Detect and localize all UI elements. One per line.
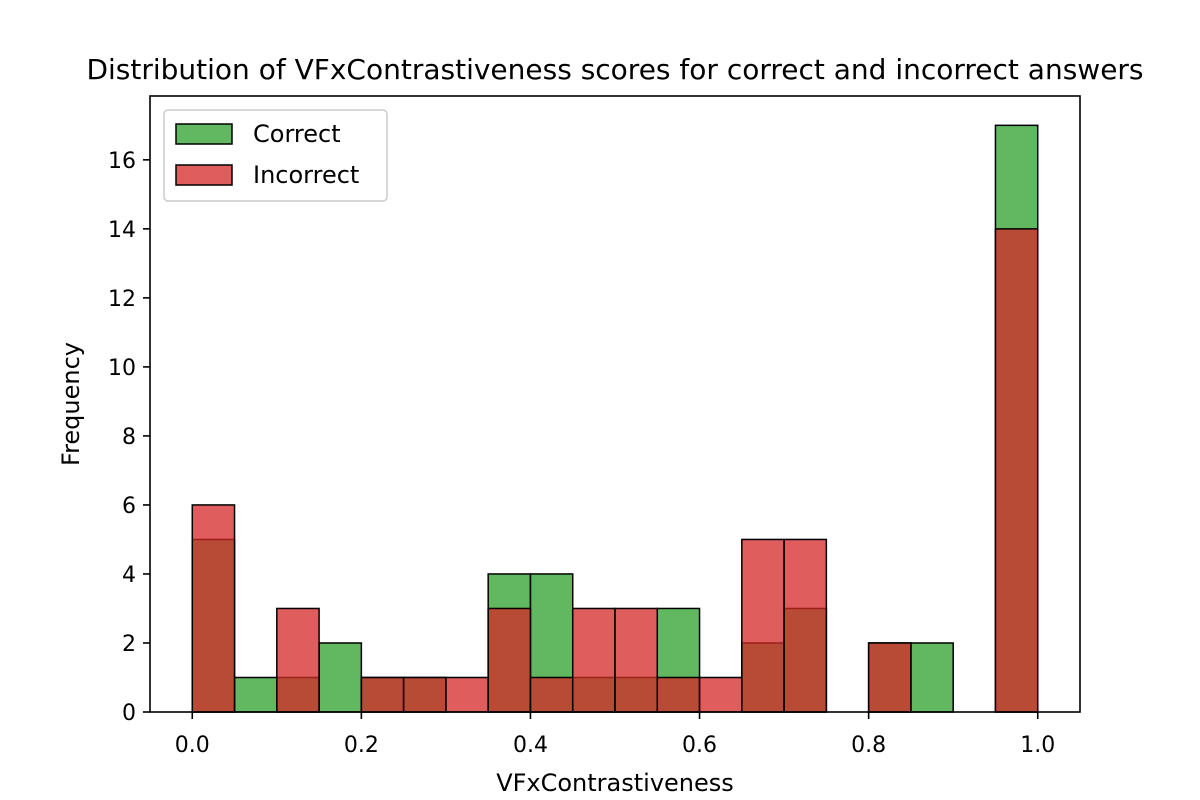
plot-frame xyxy=(149,95,1081,713)
bar-incorrect-7 xyxy=(487,607,532,713)
legend-label-incorrect: Incorrect xyxy=(253,161,359,189)
bar-incorrect-8 xyxy=(529,676,574,713)
y-tick-label: 8 xyxy=(122,425,136,450)
bar-incorrect-16 xyxy=(867,642,912,713)
legend-swatch-correct xyxy=(175,123,233,145)
y-axis-label: Frequency xyxy=(57,342,85,466)
legend-swatch-incorrect xyxy=(175,164,233,186)
chart-title: Distribution of VFxContrastiveness score… xyxy=(86,53,1143,86)
y-tick-label: 12 xyxy=(108,287,136,312)
legend: Correct Incorrect xyxy=(163,109,388,202)
y-tick-label: 4 xyxy=(122,563,136,588)
bar-incorrect-19 xyxy=(994,228,1039,713)
bar-incorrect-5 xyxy=(402,676,447,713)
x-tick-label: 0.2 xyxy=(344,733,379,758)
y-tick-label: 10 xyxy=(108,356,136,381)
bar-incorrect-2 xyxy=(276,607,320,713)
y-tick-label: 16 xyxy=(108,149,136,174)
bar-correct-17 xyxy=(910,642,954,713)
bar-incorrect-13 xyxy=(741,538,785,713)
bar-incorrect-10 xyxy=(614,607,659,713)
x-tick-label: 1.0 xyxy=(1020,733,1055,758)
bar-incorrect-0 xyxy=(191,504,236,713)
bar-correct-1 xyxy=(233,676,278,713)
bar-incorrect-12 xyxy=(698,676,743,713)
x-tick-label: 0.6 xyxy=(682,733,717,758)
x-axis-label: VFxContrastiveness xyxy=(496,769,734,797)
y-tick-label: 2 xyxy=(122,632,136,657)
legend-label-correct: Correct xyxy=(253,120,341,148)
bar-incorrect-9 xyxy=(571,607,616,713)
bar-correct-3 xyxy=(318,642,363,713)
ticks-layer: 0.0 0.2 0.4 0.6 0.8 1.0 0 2 4 6 8 10 12 14 16 xyxy=(108,149,1055,758)
bar-incorrect-11 xyxy=(656,676,701,713)
x-tick-label: 0.0 xyxy=(175,733,210,758)
x-tick-label: 0.8 xyxy=(851,733,886,758)
bar-incorrect-6 xyxy=(445,676,489,713)
bar-incorrect-4 xyxy=(360,676,405,713)
bars-layer xyxy=(191,124,1039,713)
x-tick-label: 0.4 xyxy=(513,733,548,758)
bar-incorrect-14 xyxy=(783,538,828,713)
y-tick-label: 14 xyxy=(108,218,136,243)
y-tick-label: 6 xyxy=(122,494,136,519)
y-tick-label: 0 xyxy=(122,701,136,726)
